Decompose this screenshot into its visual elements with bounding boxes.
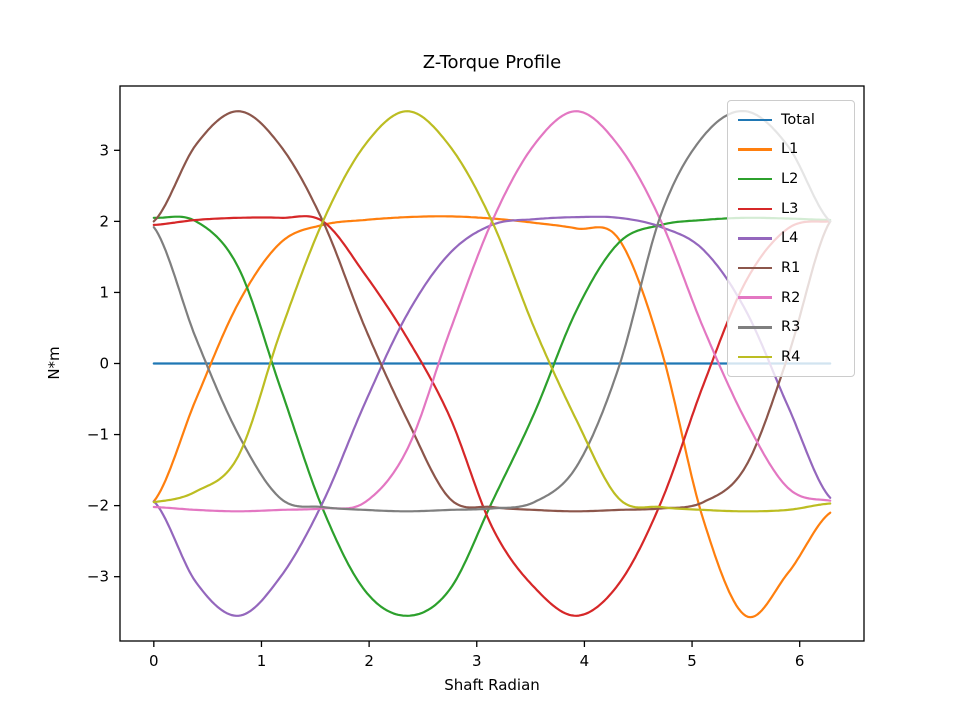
legend-label: L1 xyxy=(781,141,799,158)
y-tick-label: 2 xyxy=(99,212,109,230)
y-tick-label: 3 xyxy=(99,141,109,159)
y-tick-label: −1 xyxy=(87,426,109,444)
legend-item-l2: L2 xyxy=(728,165,854,193)
legend-item-r4: R4 xyxy=(728,343,854,371)
legend-label: R3 xyxy=(781,319,801,336)
legend-line-sample xyxy=(738,148,772,151)
legend-label: Total xyxy=(781,111,815,128)
legend-line-sample xyxy=(738,355,772,359)
legend-label: L3 xyxy=(781,200,799,217)
x-tick-label: 4 xyxy=(580,652,590,670)
x-tick-label: 3 xyxy=(472,652,482,670)
x-tick-label: 6 xyxy=(795,652,805,670)
legend-label: L2 xyxy=(781,171,799,188)
y-tick-label: −2 xyxy=(87,497,109,515)
x-tick-label: 5 xyxy=(687,652,697,670)
legend-item-r2: R2 xyxy=(728,284,854,312)
legend-line-sample xyxy=(738,177,772,181)
legend-label: L4 xyxy=(781,230,799,247)
series-line-l4 xyxy=(152,215,832,617)
series-line-r1 xyxy=(152,110,832,513)
legend-item-r1: R1 xyxy=(728,254,854,282)
legend-item-l1: L1 xyxy=(728,135,854,163)
legend-line-sample xyxy=(738,296,772,300)
legend-line-sample xyxy=(738,207,772,211)
y-tick-label: 1 xyxy=(99,283,109,301)
legend-line-sample xyxy=(738,266,772,270)
x-tick-label: 0 xyxy=(149,652,159,670)
legend-item-l3: L3 xyxy=(728,195,854,223)
x-tick-label: 1 xyxy=(257,652,267,670)
legend-label: R2 xyxy=(781,289,801,306)
series-line-l1 xyxy=(152,215,832,619)
legend-line-sample xyxy=(738,326,772,329)
legend-item-r3: R3 xyxy=(728,313,854,341)
legend-label: R4 xyxy=(781,349,801,366)
y-tick-label: 0 xyxy=(99,355,109,373)
legend-item-total: Total xyxy=(728,106,854,134)
series-line-l2 xyxy=(152,215,832,617)
legend-label: R1 xyxy=(781,260,801,277)
y-axis-label: N*m xyxy=(45,346,63,380)
legend-line-sample xyxy=(738,237,772,240)
series-line-r3 xyxy=(152,110,832,513)
legend: Total L1 L2 L3 L4 R1 R2 R3 xyxy=(727,100,855,377)
series-line-l3 xyxy=(152,215,832,617)
x-axis-label: Shaft Radian xyxy=(444,676,540,694)
chart-title: Z-Torque Profile xyxy=(422,52,562,73)
legend-line-sample xyxy=(738,118,772,122)
x-tick-label: 2 xyxy=(364,652,374,670)
legend-item-l4: L4 xyxy=(728,224,854,252)
series-line-r4 xyxy=(152,110,832,513)
y-tick-label: −3 xyxy=(87,568,109,586)
